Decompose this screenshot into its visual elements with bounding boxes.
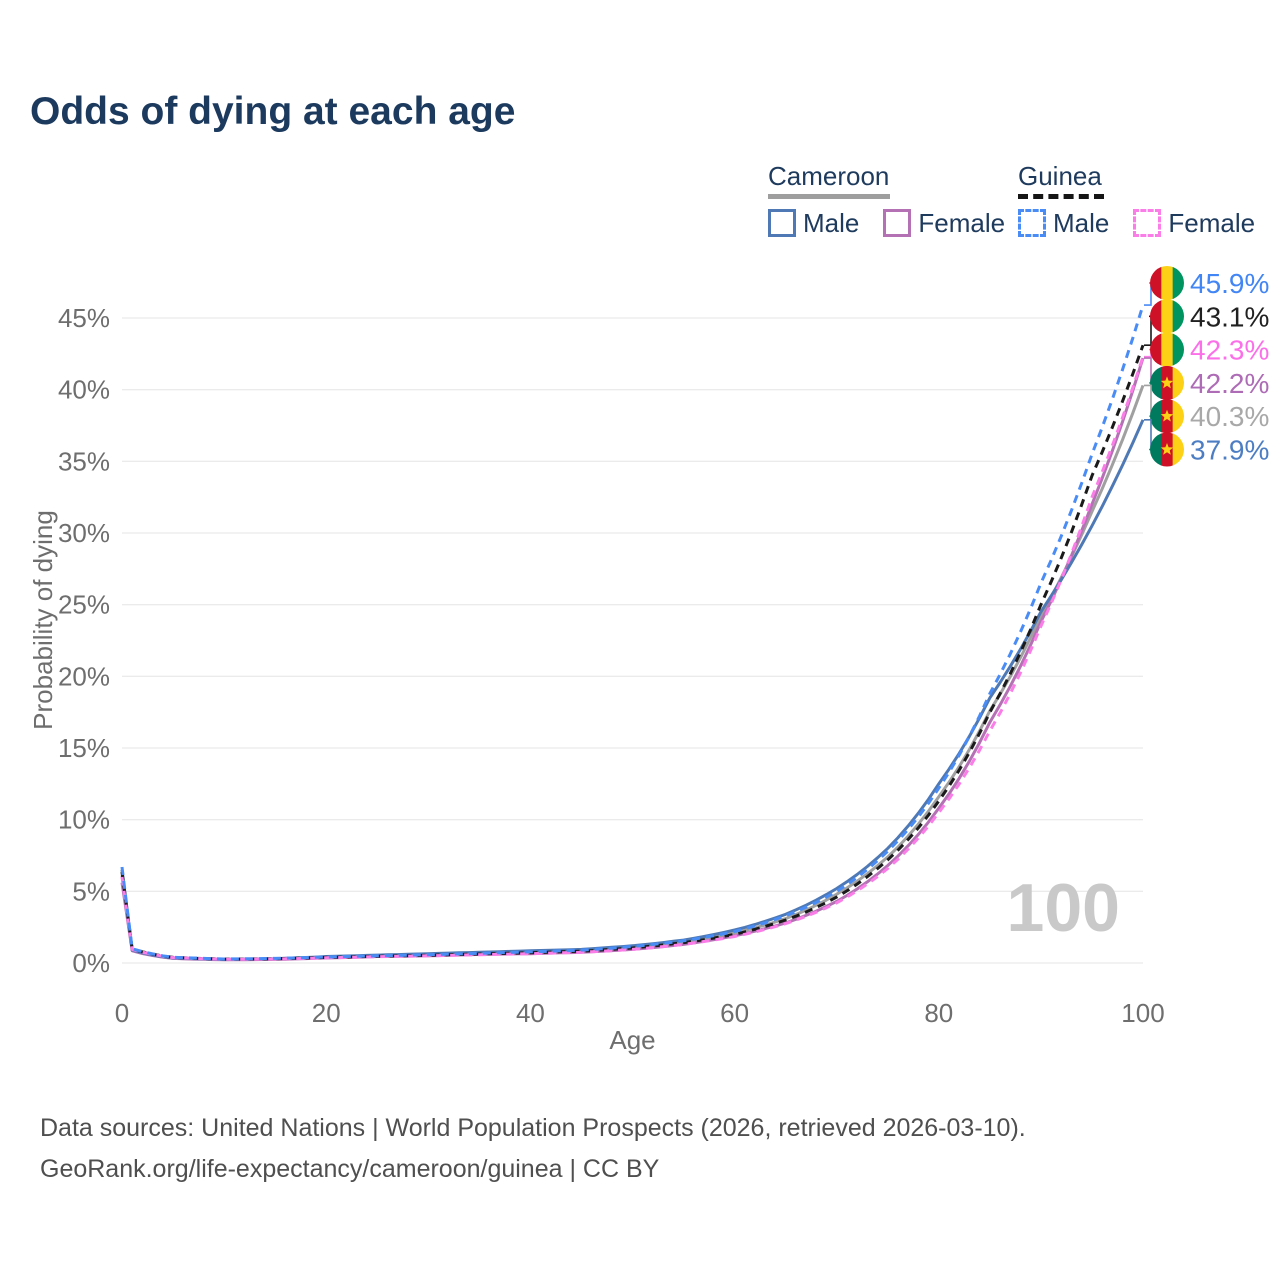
legend-group-cameroon: Cameroon Male Female	[768, 162, 1005, 239]
y-tick-label: 25%	[58, 590, 110, 620]
end-value-label-guinea-male: 45.9%	[1190, 268, 1269, 299]
end-value-label-cameroon-male: 37.9%	[1190, 435, 1269, 466]
y-tick-label: 45%	[58, 303, 110, 333]
end-label-connector-cameroon-female	[1144, 357, 1152, 384]
footer-datasource-line: Data sources: United Nations | World Pop…	[40, 1114, 1026, 1142]
y-tick-label: 15%	[58, 733, 110, 763]
legend-title-guinea: Guinea	[1018, 161, 1102, 191]
hovered-age-watermark: 100	[1006, 870, 1120, 946]
legend-item-guinea-male[interactable]: Male	[1018, 208, 1109, 239]
footer: Data sources: United Nations | World Pop…	[40, 1108, 1026, 1189]
end-value-label-guinea-female: 42.3%	[1190, 335, 1269, 366]
y-tick-label: 0%	[72, 948, 110, 978]
x-axis-title: Age	[609, 1025, 655, 1055]
guinea-female-swatch-icon	[1133, 209, 1162, 238]
legend-underline-guinea-dashed-line	[1018, 193, 1104, 199]
x-tick-label: 80	[924, 998, 953, 1028]
end-value-label-cameroon-both: 40.3%	[1190, 401, 1269, 432]
x-tick-label: 60	[720, 998, 749, 1028]
legend-title-cameroon: Cameroon	[768, 161, 890, 191]
end-label-connector-guinea-male	[1144, 282, 1152, 306]
legend-item-cameroon-female[interactable]: Female	[883, 208, 1005, 239]
legend-item-label: Male	[1053, 207, 1110, 238]
end-label-connector-guinea-both	[1144, 315, 1152, 346]
cameroon-flag-icon	[1150, 365, 1184, 400]
legend-group-guinea: Guinea Male Female	[1018, 162, 1255, 239]
y-axis-title: Probability of dying	[28, 510, 58, 730]
legend-item-label: Female	[918, 207, 1006, 238]
guinea-flag-icon	[1150, 266, 1184, 300]
y-tick-label: 35%	[58, 446, 110, 476]
legend-item-label: Female	[1168, 207, 1256, 238]
y-tick-label: 30%	[58, 518, 110, 548]
end-value-label-guinea-both: 43.1%	[1190, 301, 1269, 332]
legend-underline-cameroon-solid-line	[768, 193, 890, 199]
end-value-label-cameroon-female: 42.2%	[1190, 368, 1269, 399]
series-line-guinea-male	[120, 304, 1145, 961]
end-label-connector-guinea-female	[1144, 348, 1152, 358]
cameroon-flag-icon	[1150, 432, 1184, 467]
footer-attribution-line: GeoRank.org/life-expectancy/cameroon/gui…	[40, 1154, 660, 1183]
page-title: Odds of dying at each age	[30, 90, 516, 133]
y-tick-label: 40%	[58, 375, 110, 405]
end-label-connector-cameroon-both	[1144, 384, 1152, 417]
y-tick-label: 5%	[72, 876, 110, 906]
legend-item-label: Male	[803, 207, 860, 238]
cameroon-female-swatch-icon	[883, 209, 912, 238]
x-tick-label: 0	[115, 998, 129, 1028]
guinea-flag-icon	[1150, 332, 1184, 367]
series-line-guinea-female	[120, 356, 1145, 961]
series-line-cameroon-female	[120, 357, 1145, 962]
legend-item-cameroon-male[interactable]: Male	[768, 208, 859, 239]
x-tick-label: 20	[312, 998, 341, 1028]
end-label-connector-cameroon-male	[1144, 419, 1152, 451]
guinea-male-swatch-icon	[1018, 209, 1046, 238]
y-tick-label: 10%	[58, 805, 110, 835]
guinea-flag-icon	[1150, 299, 1184, 334]
x-tick-label: 40	[516, 998, 545, 1028]
legend-item-guinea-female[interactable]: Female	[1133, 208, 1255, 239]
series-line-guinea-both	[120, 344, 1145, 961]
y-tick-label: 20%	[58, 661, 110, 691]
cameroon-flag-icon	[1150, 399, 1184, 434]
cameroon-male-swatch-icon	[768, 209, 796, 238]
x-tick-label: 100	[1121, 998, 1164, 1028]
